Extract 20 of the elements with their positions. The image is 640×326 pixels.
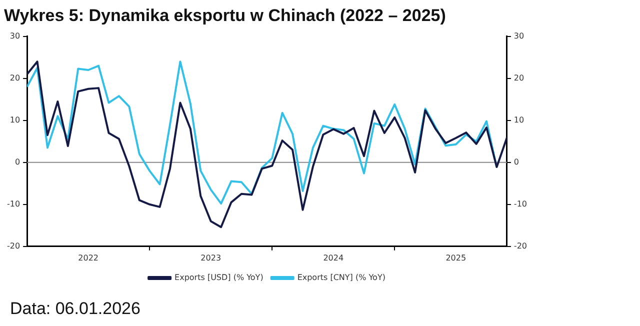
y2-tick-label: 30 <box>514 31 524 40</box>
x-tick-label: 2023 <box>200 253 222 262</box>
chart-title: Wykres 5: Dynamika eksportu w Chinach (2022 – 2025) <box>4 6 446 25</box>
y-tick-label: -10 <box>6 199 20 208</box>
y2-tick-label: -20 <box>514 241 528 250</box>
y-tick-label: -20 <box>6 241 20 250</box>
y2-tick-label: 20 <box>514 73 524 82</box>
x-tick-label: 2024 <box>323 253 344 262</box>
y2-tick-label: 10 <box>514 115 524 124</box>
x-tick-label: 2022 <box>78 253 99 262</box>
legend-label: Exports [USD] (% YoY) <box>174 273 264 282</box>
text: Data: 06.01.2026 <box>10 299 140 318</box>
y2-tick-label: 0 <box>514 157 520 166</box>
y-tick-label: 30 <box>10 31 20 40</box>
legend-label: Exports [CNY] (% YoY) <box>297 273 386 282</box>
y-tick-label: 0 <box>14 157 20 166</box>
x-tick-label: 2025 <box>446 253 466 262</box>
y-tick-label: 10 <box>10 115 20 124</box>
y2-tick-label: -10 <box>514 199 528 208</box>
y-tick-label: 20 <box>10 73 20 82</box>
